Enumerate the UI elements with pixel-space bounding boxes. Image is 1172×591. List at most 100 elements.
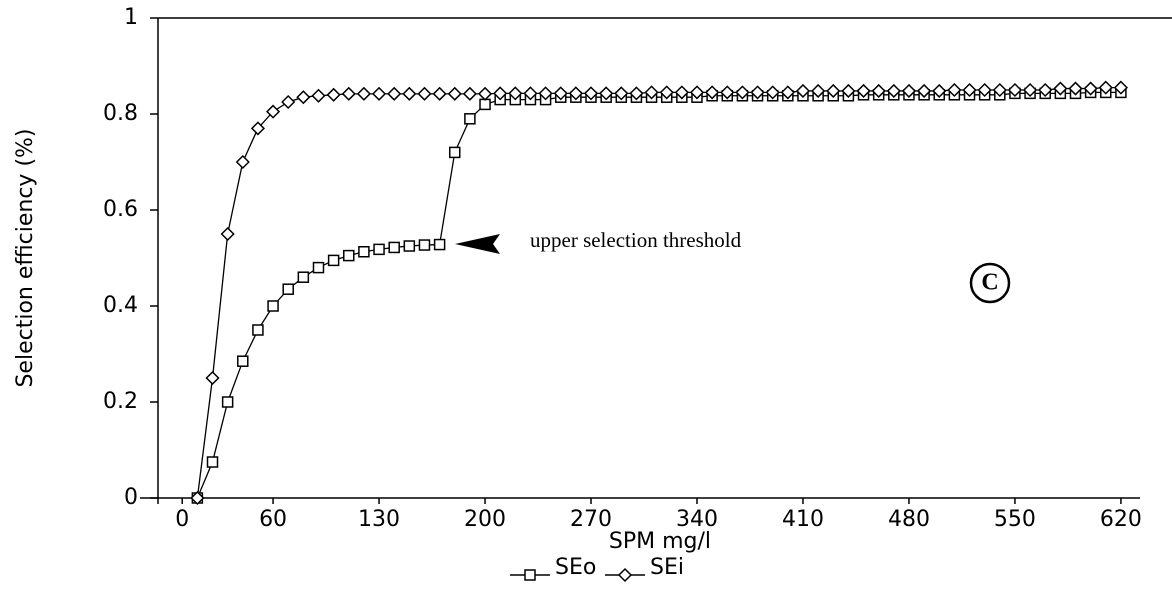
marker-square [267, 300, 279, 312]
marker-square [388, 241, 400, 254]
marker-diamond [992, 82, 1007, 98]
marker-diamond [553, 86, 568, 101]
x-tick-label: 60 [259, 507, 287, 532]
marker-square [221, 396, 234, 408]
marker-diamond [1083, 81, 1098, 96]
marker-diamond [841, 83, 856, 99]
marker-square [448, 146, 461, 159]
x-axis-label: SPM mg/l [609, 529, 711, 554]
marker-square [418, 239, 431, 251]
marker-square [237, 355, 249, 367]
marker-diamond [568, 86, 583, 101]
legend-label: SEi [650, 555, 684, 580]
marker-diamond [341, 86, 356, 101]
marker-diamond [962, 82, 977, 98]
marker-diamond [1007, 82, 1022, 98]
marker-diamond [235, 154, 250, 170]
marker-diamond [1098, 80, 1113, 95]
x-tick-label: 200 [464, 507, 506, 532]
marker-diamond [296, 90, 311, 105]
y-tick-label: 0.6 [103, 197, 138, 222]
y-tick-label: 1 [124, 5, 138, 30]
y-tick-label: 0.8 [103, 101, 138, 126]
marker-square [524, 569, 536, 581]
marker-diamond [447, 86, 462, 101]
annotation-arrow [455, 234, 500, 254]
marker-diamond [644, 85, 659, 100]
marker-diamond [659, 85, 674, 100]
marker-square [252, 324, 264, 336]
y-tick-label: 0.2 [103, 389, 138, 414]
marker-diamond [599, 86, 614, 101]
marker-diamond [311, 88, 326, 103]
marker-diamond [205, 370, 220, 386]
marker-diamond [795, 83, 811, 99]
marker-diamond [190, 490, 205, 506]
marker-square [297, 271, 310, 283]
marker-diamond [811, 83, 826, 99]
marker-diamond [629, 86, 644, 101]
marker-diamond [901, 83, 917, 99]
marker-square [433, 238, 446, 251]
x-tick-label: 550 [994, 507, 1036, 532]
marker-square [312, 261, 325, 274]
marker-diamond [1113, 80, 1128, 95]
marker-diamond [326, 87, 341, 102]
marker-diamond [508, 86, 523, 101]
marker-diamond [826, 83, 841, 99]
marker-square [464, 113, 476, 125]
marker-diamond [538, 86, 553, 101]
marker-diamond [674, 85, 689, 100]
marker-diamond [432, 86, 447, 101]
marker-diamond [220, 226, 235, 242]
x-tick-label: 480 [888, 507, 930, 532]
marker-diamond [356, 86, 371, 101]
marker-diamond [281, 94, 296, 110]
x-tick-label: 0 [175, 507, 189, 532]
y-axis-label: Selection efficiency (%) [13, 128, 38, 387]
marker-diamond [614, 86, 629, 101]
x-tick-label: 410 [782, 507, 824, 532]
x-tick-label: 270 [570, 507, 612, 532]
marker-diamond [917, 83, 932, 99]
marker-square [373, 243, 385, 256]
y-tick-label: 0 [124, 485, 138, 510]
marker-diamond [477, 86, 493, 101]
marker-square [206, 456, 219, 468]
marker-diamond [417, 86, 432, 101]
marker-diamond [583, 86, 599, 101]
marker-diamond [387, 86, 402, 101]
panel-label: C [981, 270, 998, 296]
marker-diamond [780, 85, 795, 100]
x-tick-label: 620 [1100, 507, 1142, 532]
marker-diamond [765, 85, 780, 100]
marker-diamond [462, 86, 477, 101]
marker-diamond [856, 83, 871, 99]
marker-diamond [1068, 81, 1083, 96]
marker-diamond [371, 86, 387, 101]
legend-label: SEo [555, 555, 596, 580]
marker-diamond [1023, 82, 1038, 98]
marker-diamond [493, 86, 508, 101]
marker-square [403, 240, 416, 252]
x-tick-label: 130 [358, 507, 400, 532]
marker-square [358, 246, 370, 258]
y-tick-label: 0.4 [103, 293, 138, 318]
marker-square [327, 254, 340, 267]
marker-diamond [689, 85, 705, 100]
marker-diamond [402, 86, 417, 101]
marker-square [282, 283, 294, 295]
marker-diamond [617, 567, 633, 583]
marker-diamond [1038, 82, 1053, 98]
marker-diamond [947, 82, 962, 98]
marker-square [343, 249, 355, 262]
marker-diamond [750, 85, 765, 100]
marker-diamond [1053, 81, 1068, 96]
marker-diamond [705, 85, 720, 100]
marker-diamond [871, 83, 886, 99]
marker-diamond [720, 85, 735, 100]
marker-diamond [932, 83, 947, 99]
marker-diamond [886, 83, 901, 99]
marker-diamond [250, 121, 265, 136]
